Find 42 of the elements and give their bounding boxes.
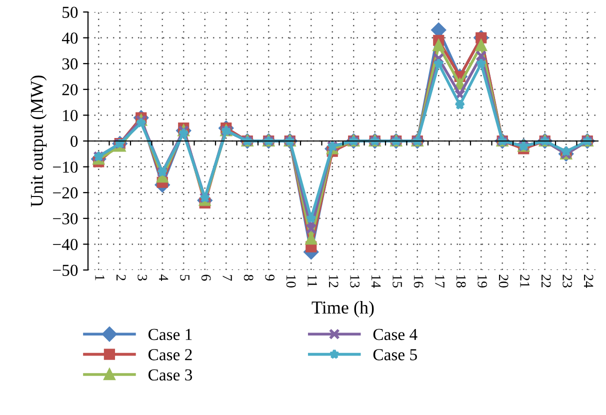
x-tick-label: 21 — [520, 274, 530, 288]
x-tick-label: 5 — [180, 274, 190, 281]
x-tick-label: 3 — [138, 274, 147, 281]
x-tick-label: 22 — [542, 274, 551, 288]
legend-label: Case 2 — [148, 349, 192, 360]
x-tick-label: 6 — [201, 274, 211, 281]
y-tick-label: 0 — [70, 136, 78, 147]
x-tick-label: 9 — [265, 274, 274, 281]
y-tick-label: 10 — [63, 110, 78, 122]
x-tick-label: 12 — [329, 275, 338, 288]
x-tick-label: 2 — [116, 274, 126, 280]
legend-label: Case 1 — [148, 328, 192, 340]
y-tick-label: 40 — [62, 32, 78, 44]
legend-label: Case 5 — [373, 349, 417, 360]
y-tick-label: 50 — [62, 6, 78, 18]
x-tick-label: 15 — [392, 275, 402, 288]
x-tick-label: 23 — [562, 274, 572, 288]
x-tick-label: 1 — [95, 275, 104, 280]
x-tick-label: 17 — [435, 275, 444, 288]
x-tick-label: 11 — [308, 275, 317, 287]
y-tick-label: 20 — [62, 84, 78, 96]
x-tick-label: 18 — [456, 275, 466, 288]
y-tick-label: −50 — [53, 264, 78, 276]
x-tick-label: 7 — [222, 275, 232, 281]
y-tick-label: −40 — [53, 238, 78, 250]
x-axis-title: Time (h) — [312, 300, 374, 318]
x-tick-label: 8 — [244, 274, 254, 281]
x-tick-label: 4 — [159, 274, 168, 281]
legend-label: Case 4 — [373, 328, 418, 340]
y-tick-label: −20 — [53, 187, 78, 199]
x-tick-label: 20 — [498, 274, 508, 288]
x-tick-label: 19 — [478, 275, 487, 288]
x-tick-label: 14 — [372, 275, 381, 288]
y-tick-label: −10 — [53, 162, 78, 173]
y-tick-label: 30 — [62, 58, 78, 70]
x-tick-label: 10 — [286, 275, 296, 288]
x-tick-label: 13 — [350, 275, 360, 288]
legend-label: Case 3 — [148, 369, 192, 381]
y-axis-title: Unit output (MW) — [30, 76, 47, 207]
y-tick-label: −30 — [53, 213, 78, 224]
x-tick-label: 24 — [584, 274, 594, 288]
x-tick-label: 16 — [414, 275, 424, 288]
